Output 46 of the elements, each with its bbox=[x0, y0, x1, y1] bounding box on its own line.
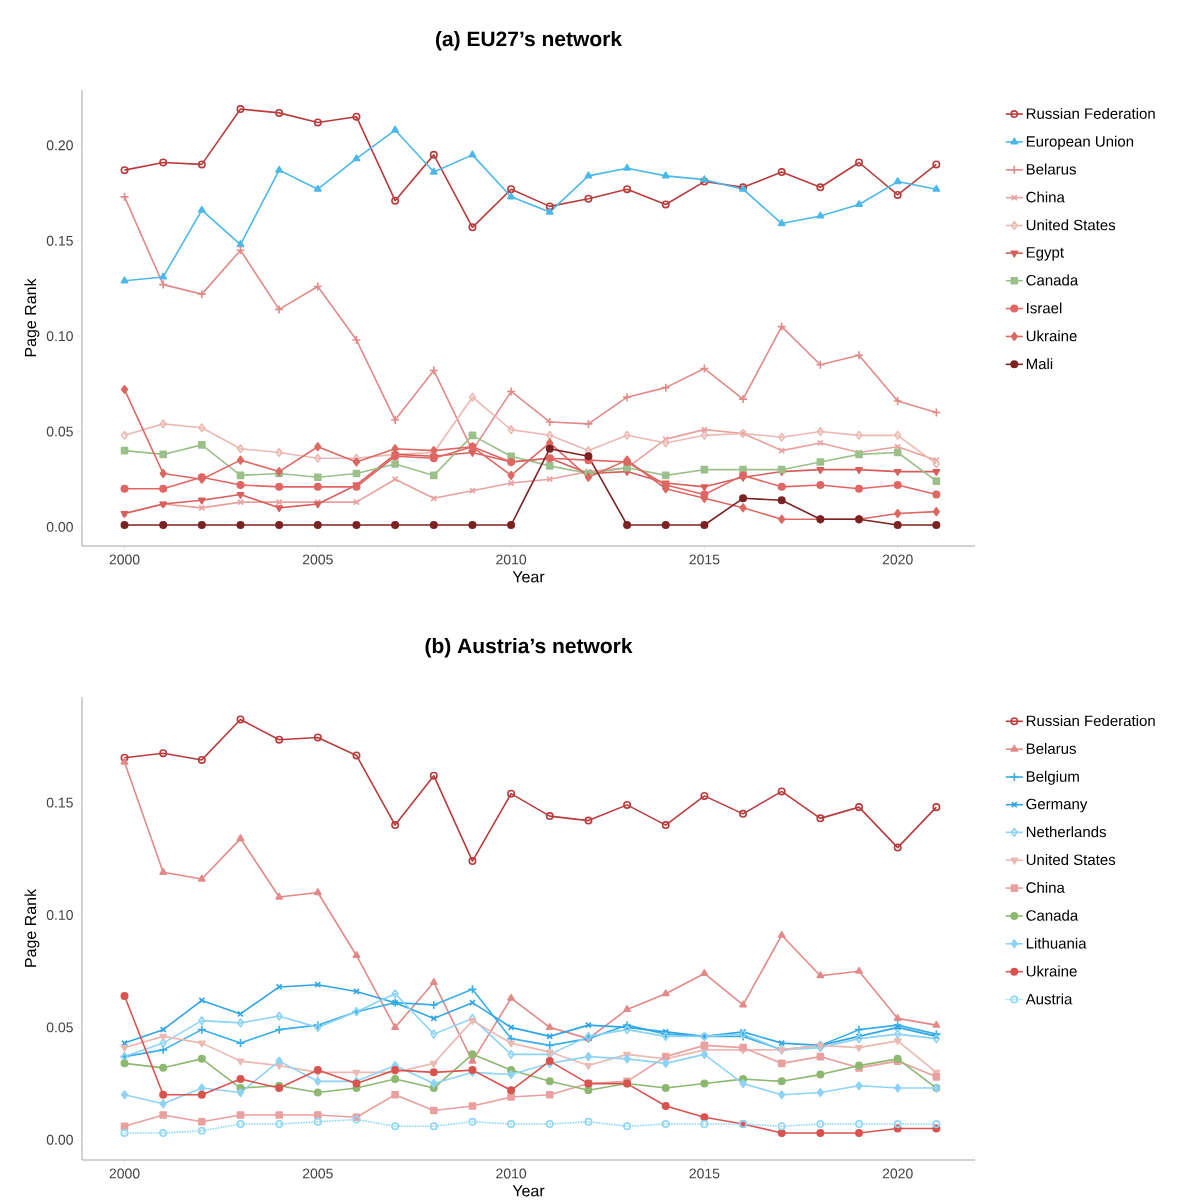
x-tick-label: 2010 bbox=[496, 554, 527, 565]
legend-label: Lithuania bbox=[1026, 937, 1087, 949]
chart-title: (a) EU27’s network bbox=[435, 30, 623, 51]
legend-label: Ukraine bbox=[1026, 965, 1077, 977]
chart-title: (b) Austria’s network bbox=[425, 637, 633, 658]
legend-label: Canada bbox=[1026, 274, 1079, 286]
legend-label: Russian Federation bbox=[1026, 715, 1155, 727]
legend-label: China bbox=[1026, 191, 1065, 203]
y-tick-label: 0.05 bbox=[46, 426, 73, 437]
legend-label: China bbox=[1026, 881, 1065, 893]
y-tick-label: 0.20 bbox=[46, 140, 73, 151]
y-tick-label: 0.00 bbox=[46, 521, 73, 532]
legend-label: Ukraine bbox=[1026, 330, 1077, 342]
x-tick-label: 2000 bbox=[109, 554, 140, 565]
x-tick-label: 2000 bbox=[109, 1168, 140, 1179]
legend-label: United States bbox=[1026, 854, 1116, 866]
legend-label: Austria bbox=[1025, 993, 1073, 1005]
legend-label: Mali bbox=[1026, 358, 1053, 370]
x-tick-label: 2010 bbox=[496, 1168, 527, 1179]
legend-label: United States bbox=[1026, 219, 1116, 231]
legend-label: Germany bbox=[1026, 798, 1088, 813]
x-tick-label: 2015 bbox=[689, 1168, 720, 1179]
x-tick-label: 2020 bbox=[882, 1168, 913, 1179]
legend-label: Israel bbox=[1027, 302, 1062, 314]
legend-label: Belarus bbox=[1026, 163, 1076, 175]
y-tick-label: 0.00 bbox=[46, 1134, 73, 1145]
x-axis-title: Year bbox=[512, 571, 545, 583]
legend-label: Russian Federation bbox=[1026, 107, 1155, 119]
legend-label: Netherlands bbox=[1026, 826, 1106, 838]
y-tick-label: 0.15 bbox=[46, 235, 73, 246]
x-tick-label: 2020 bbox=[882, 554, 913, 565]
legend-label: Egypt bbox=[1026, 247, 1064, 261]
x-tick-label: 2005 bbox=[302, 554, 333, 565]
y-tick-label: 0.10 bbox=[46, 331, 73, 342]
y-tick-label: 0.05 bbox=[46, 1022, 73, 1033]
legend-label: Belgium bbox=[1026, 770, 1079, 785]
legend-label: Belarus bbox=[1026, 742, 1076, 754]
legend-label: Canada bbox=[1026, 909, 1079, 921]
y-axis-title: Page Rank bbox=[24, 278, 40, 357]
x-axis-title: Year bbox=[512, 1185, 545, 1197]
x-tick-label: 2015 bbox=[689, 554, 720, 565]
legend-label: European Union bbox=[1026, 135, 1134, 150]
y-axis-title: Page Rank bbox=[24, 888, 40, 967]
x-tick-label: 2005 bbox=[302, 1168, 333, 1179]
y-tick-label: 0.10 bbox=[46, 910, 73, 920]
y-tick-label: 0.15 bbox=[46, 797, 73, 808]
